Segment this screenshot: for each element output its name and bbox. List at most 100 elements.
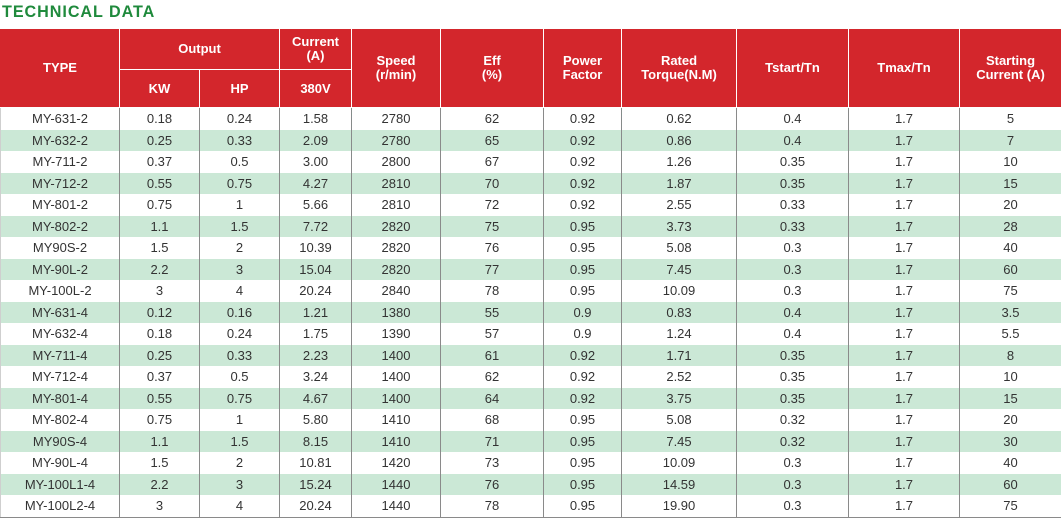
cell-rated-torque: 0.86 — [621, 129, 737, 151]
cell-power-factor: 0.92 — [543, 194, 622, 216]
cell-type: MY90S-2 — [0, 237, 120, 259]
cell-rated-torque: 7.45 — [621, 430, 737, 452]
cell-speed: 1440 — [351, 495, 441, 518]
table-row: MY-802-2 1.1 1.5 7.72 2820 75 0.95 3.73 0.33 1.7 2… — [0, 215, 1061, 237]
cell-tstart: 0.35 — [736, 366, 849, 388]
cell-rated-torque: 5.08 — [621, 409, 737, 431]
header-current: Current (A) — [279, 28, 352, 70]
cell-type: MY90S-4 — [0, 430, 120, 452]
cell-current: 3.00 — [279, 151, 352, 173]
cell-eff: 65 — [440, 129, 544, 151]
cell-kw: 1.5 — [119, 452, 200, 474]
cell-tstart: 0.4 — [736, 301, 849, 323]
cell-eff: 71 — [440, 430, 544, 452]
cell-tmax: 1.7 — [848, 301, 960, 323]
cell-eff: 76 — [440, 237, 544, 259]
cell-hp: 1 — [199, 194, 280, 216]
cell-type: MY-90L-4 — [0, 452, 120, 474]
cell-kw: 0.55 — [119, 387, 200, 409]
cell-current: 15.24 — [279, 473, 352, 495]
cell-speed: 1400 — [351, 344, 441, 366]
cell-starting-current: 60 — [959, 258, 1061, 280]
table-row: MY-100L1-4 2.2 3 15.24 1440 76 0.95 14.59 0.3 1.7… — [0, 473, 1061, 495]
cell-kw: 0.37 — [119, 366, 200, 388]
page-title: TECHNICAL DATA — [2, 2, 156, 21]
cell-eff: 78 — [440, 495, 544, 518]
cell-type: MY-100L2-4 — [0, 495, 120, 518]
cell-kw: 2.2 — [119, 473, 200, 495]
header-starting-current: Starting Current (A) — [959, 28, 1061, 108]
cell-current: 2.23 — [279, 344, 352, 366]
cell-rated-torque: 3.75 — [621, 387, 737, 409]
cell-tstart: 0.33 — [736, 215, 849, 237]
cell-tstart: 0.3 — [736, 237, 849, 259]
cell-eff: 72 — [440, 194, 544, 216]
cell-speed: 1400 — [351, 366, 441, 388]
table-row: MY-631-2 0.18 0.24 1.58 2780 62 0.92 0.62 0.4 1.7… — [0, 107, 1061, 130]
cell-rated-torque: 1.26 — [621, 151, 737, 173]
cell-current: 10.81 — [279, 452, 352, 474]
table-row: MY-90L-2 2.2 3 15.04 2820 77 0.95 7.45 0.3 1.7 60 — [0, 258, 1061, 280]
cell-power-factor: 0.9 — [543, 301, 622, 323]
cell-eff: 64 — [440, 387, 544, 409]
cell-starting-current: 20 — [959, 194, 1061, 216]
cell-hp: 0.24 — [199, 323, 280, 345]
cell-starting-current: 20 — [959, 409, 1061, 431]
cell-type: MY-802-4 — [0, 409, 120, 431]
cell-tmax: 1.7 — [848, 172, 960, 194]
cell-tstart: 0.32 — [736, 409, 849, 431]
cell-type: MY-632-2 — [0, 129, 120, 151]
cell-type: MY-801-2 — [0, 194, 120, 216]
cell-tmax: 1.7 — [848, 473, 960, 495]
cell-power-factor: 0.95 — [543, 452, 622, 474]
technical-data-table: TYPE Output Current (A) Speed (r/min) Eff(… — [0, 28, 1061, 518]
cell-tmax: 1.7 — [848, 323, 960, 345]
cell-speed: 2780 — [351, 107, 441, 130]
cell-starting-current: 10 — [959, 366, 1061, 388]
cell-kw: 3 — [119, 495, 200, 518]
header-tstart: Tstart/Tn — [736, 28, 849, 108]
cell-starting-current: 15 — [959, 172, 1061, 194]
cell-rated-torque: 1.24 — [621, 323, 737, 345]
cell-speed: 2810 — [351, 194, 441, 216]
cell-rated-torque: 19.90 — [621, 495, 737, 518]
cell-hp: 0.75 — [199, 387, 280, 409]
cell-rated-torque: 2.55 — [621, 194, 737, 216]
cell-speed: 1380 — [351, 301, 441, 323]
cell-tstart: 0.35 — [736, 172, 849, 194]
cell-tstart: 0.3 — [736, 280, 849, 302]
cell-starting-current: 40 — [959, 452, 1061, 474]
cell-rated-torque: 10.09 — [621, 452, 737, 474]
cell-tmax: 1.7 — [848, 107, 960, 130]
cell-tstart: 0.3 — [736, 473, 849, 495]
cell-rated-torque: 2.52 — [621, 366, 737, 388]
cell-speed: 1410 — [351, 430, 441, 452]
cell-power-factor: 0.92 — [543, 344, 622, 366]
cell-type: MY-711-4 — [0, 344, 120, 366]
table-row: MY-90L-4 1.5 2 10.81 1420 73 0.95 10.09 0.3 1.7 40 — [0, 452, 1061, 474]
cell-power-factor: 0.92 — [543, 129, 622, 151]
cell-rated-torque: 0.62 — [621, 107, 737, 130]
cell-type: MY-632-4 — [0, 323, 120, 345]
cell-current: 5.80 — [279, 409, 352, 431]
cell-hp: 0.24 — [199, 107, 280, 130]
cell-tmax: 1.7 — [848, 258, 960, 280]
table-row: MY-100L2-4 3 4 20.24 1440 78 0.95 19.90 0.3 1.7 75 — [0, 495, 1061, 518]
cell-kw: 1.5 — [119, 237, 200, 259]
cell-hp: 0.16 — [199, 301, 280, 323]
cell-current: 1.75 — [279, 323, 352, 345]
table-row: MY-631-4 0.12 0.16 1.21 1380 55 0.9 0.83 0.4 1.7 3… — [0, 301, 1061, 323]
cell-current: 5.66 — [279, 194, 352, 216]
cell-eff: 68 — [440, 409, 544, 431]
cell-kw: 3 — [119, 280, 200, 302]
cell-eff: 62 — [440, 366, 544, 388]
cell-type: MY-631-2 — [0, 107, 120, 130]
cell-type: MY-100L1-4 — [0, 473, 120, 495]
cell-power-factor: 0.92 — [543, 366, 622, 388]
cell-power-factor: 0.92 — [543, 387, 622, 409]
cell-speed: 2820 — [351, 215, 441, 237]
cell-kw: 0.25 — [119, 129, 200, 151]
cell-eff: 77 — [440, 258, 544, 280]
header-speed: Speed (r/min) — [351, 28, 441, 108]
cell-tmax: 1.7 — [848, 237, 960, 259]
